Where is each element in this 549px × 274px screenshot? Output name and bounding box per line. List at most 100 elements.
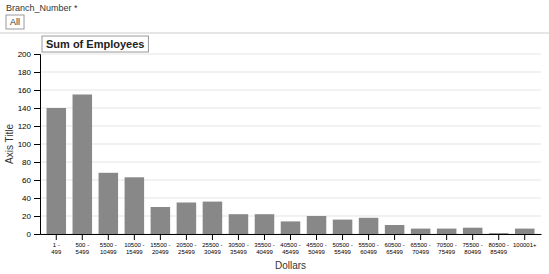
bar <box>515 229 535 234</box>
x-tick-label-line: 5500 - <box>100 242 117 248</box>
x-tick: 50500 -55499 <box>332 234 352 255</box>
x-tick: 45500 -50499 <box>306 234 326 255</box>
x-tick-mark <box>342 234 343 240</box>
x-tick-label-line: 65500 - <box>410 242 430 248</box>
x-tick-label-line: 40499 <box>256 249 273 255</box>
y-tick-mark <box>34 162 40 163</box>
x-tick-label-line: 100001+ <box>513 242 537 248</box>
x-tick: 60500 -65499 <box>384 234 404 255</box>
grid <box>40 54 541 234</box>
x-tick-label: 10500 -15499 <box>124 242 144 255</box>
y-tick: 0 <box>27 230 40 239</box>
x-tick-label-line: 20499 <box>152 249 169 255</box>
filter-box <box>6 15 24 29</box>
x-tick-label: 40500 -45499 <box>280 242 300 255</box>
x-tick-label-line: 55499 <box>334 249 351 255</box>
x-tick-label: 500 -5499 <box>75 242 89 255</box>
x-tick: 65500 -70499 <box>410 234 430 255</box>
x-tick-label-line: 500 - <box>75 242 89 248</box>
x-tick: 70500 -75499 <box>436 234 456 255</box>
x-tick: 30500 -35499 <box>228 234 248 255</box>
x-tick: 100001+ <box>513 234 537 248</box>
y-tick-label: 20 <box>22 212 31 221</box>
y-tick-mark <box>34 198 40 199</box>
x-tick-label-line: 499 <box>51 249 62 255</box>
x-tick-label-line: 70500 - <box>436 242 456 248</box>
x-tick: 35500 -40499 <box>254 234 274 255</box>
title-box <box>42 36 148 52</box>
x-tick: 40500 -45499 <box>280 234 300 255</box>
x-tick-mark <box>82 234 83 240</box>
y-tick-label: 60 <box>22 176 31 185</box>
x-tick-label-line: 75499 <box>438 249 455 255</box>
x-tick-label: 1 -499 <box>51 242 62 255</box>
x-tick-label: 15500 -20499 <box>150 242 170 255</box>
bar <box>47 108 67 234</box>
y-tick-label: 0 <box>27 230 32 239</box>
bar <box>281 221 301 234</box>
x-tick-label-line: 35499 <box>230 249 247 255</box>
y-tick: 40 <box>22 194 40 203</box>
x-tick-label: 50500 -55499 <box>332 242 352 255</box>
y-tick: 180 <box>18 68 40 77</box>
x-tick-label-line: 25499 <box>178 249 195 255</box>
x-tick-label-line: 50499 <box>308 249 325 255</box>
x-tick-mark <box>160 234 161 240</box>
bar <box>411 229 431 234</box>
x-tick-label-line: 55500 - <box>358 242 378 248</box>
x-tick-label-line: 10499 <box>100 249 117 255</box>
x-tick-label-line: 20500 - <box>176 242 196 248</box>
x-tick-label-line: 65499 <box>386 249 403 255</box>
bar <box>463 228 483 234</box>
x-tick-label-line: 30499 <box>204 249 221 255</box>
bar <box>333 220 353 234</box>
grid-line <box>40 108 541 109</box>
grid-line <box>40 162 541 163</box>
x-tick-label-line: 70499 <box>412 249 429 255</box>
x-axis-title: Dollars <box>275 260 306 271</box>
y-tick: 160 <box>18 86 40 95</box>
bar <box>385 225 405 234</box>
x-tick-mark <box>56 234 57 240</box>
x-tick-label: 65500 -70499 <box>410 242 430 255</box>
chart: Branch_Number *All0204060801001201401601… <box>0 0 549 274</box>
bar <box>177 203 197 235</box>
y-tick-mark <box>34 180 40 181</box>
x-tick-mark <box>524 234 525 240</box>
x-tick-label-line: 75500 - <box>463 242 483 248</box>
x-tick: 20500 -25499 <box>176 234 196 255</box>
grid-line <box>40 126 541 127</box>
y-tick-mark <box>34 126 40 127</box>
x-tick-label-line: 10500 - <box>124 242 144 248</box>
x-tick-label-line: 60499 <box>360 249 377 255</box>
y-tick: 20 <box>22 212 40 221</box>
y-tick-label: 180 <box>18 68 32 77</box>
x-tick-mark <box>134 234 135 240</box>
bars <box>47 95 535 235</box>
y-tick-mark <box>34 72 40 73</box>
x-tick-label: 80500 -85499 <box>489 242 509 255</box>
bar <box>203 202 223 234</box>
x-tick-label-line: 50500 - <box>332 242 352 248</box>
x-tick-label: 60500 -65499 <box>384 242 404 255</box>
bar <box>151 207 171 234</box>
grid-line <box>40 90 541 91</box>
title: Sum of Employees <box>42 36 148 52</box>
x-tick-mark <box>264 234 265 240</box>
x-tick-mark <box>290 234 291 240</box>
x-tick-label-line: 35500 - <box>254 242 274 248</box>
separator <box>0 33 549 34</box>
x-tick-mark <box>316 234 317 240</box>
grid-line <box>40 144 541 145</box>
x-tick-label: 35500 -40499 <box>254 242 274 255</box>
y-tick: 80 <box>22 158 40 167</box>
x-tick-label-line: 80499 <box>464 249 481 255</box>
bar <box>125 177 145 234</box>
x-tick-label-line: 15499 <box>126 249 143 255</box>
x-tick: 500 -5499 <box>75 234 89 255</box>
y-tick-label: 100 <box>18 140 32 149</box>
title-text: Sum of Employees <box>46 38 144 50</box>
y-axis-line <box>34 55 41 235</box>
filter-value: All <box>6 15 24 29</box>
x-tick: 55500 -60499 <box>358 234 378 255</box>
